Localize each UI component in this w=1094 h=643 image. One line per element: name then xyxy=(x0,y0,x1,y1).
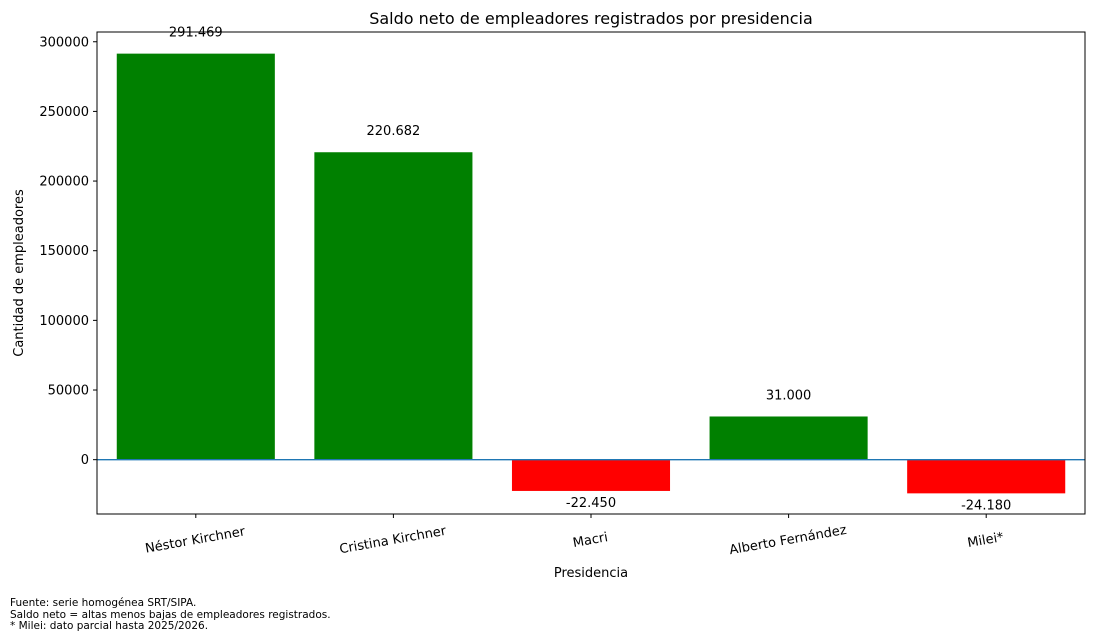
x-axis-label: Presidencia xyxy=(554,566,628,581)
bar-value-label: 220.682 xyxy=(367,124,421,139)
y-tick-label: 200000 xyxy=(39,175,89,190)
x-tick-label: Alberto Fernández xyxy=(728,523,848,558)
y-tick-label: 150000 xyxy=(39,244,89,259)
x-tick-label: Néstor Kirchner xyxy=(144,524,247,556)
bar-value-label: 291.469 xyxy=(169,26,223,41)
y-tick-label: 100000 xyxy=(39,314,89,329)
bar-value-label: -22.450 xyxy=(566,496,616,511)
y-tick-label: 300000 xyxy=(39,35,89,50)
y-tick-label: 250000 xyxy=(39,105,89,120)
bar xyxy=(116,53,275,460)
bar xyxy=(314,152,473,460)
bar xyxy=(907,459,1066,494)
x-tick-label: Milei* xyxy=(966,530,1005,551)
bar-value-label: -24.180 xyxy=(961,498,1011,513)
y-tick-label: 0 xyxy=(81,453,89,468)
x-tick-label: Cristina Kirchner xyxy=(338,524,448,558)
bar xyxy=(709,416,868,460)
footnote-source: Fuente: serie homogénea SRT/SIPA. xyxy=(10,597,197,609)
x-tick-label: Macri xyxy=(572,530,609,551)
bar xyxy=(511,459,671,491)
footnote-milei: * Milei: dato parcial hasta 2025/2026. xyxy=(10,620,209,632)
footnote-definition: Saldo neto = altas menos bajas de emplea… xyxy=(10,608,331,621)
y-tick-label: 50000 xyxy=(48,384,89,399)
y-axis-label: Cantidad de empleadores xyxy=(12,189,27,357)
bar-value-label: 31.000 xyxy=(766,388,812,403)
footnotes: Fuente: serie homogénea SRT/SIPA. Saldo … xyxy=(10,597,331,633)
chart-title: Saldo neto de empleadores registrados po… xyxy=(369,9,813,28)
